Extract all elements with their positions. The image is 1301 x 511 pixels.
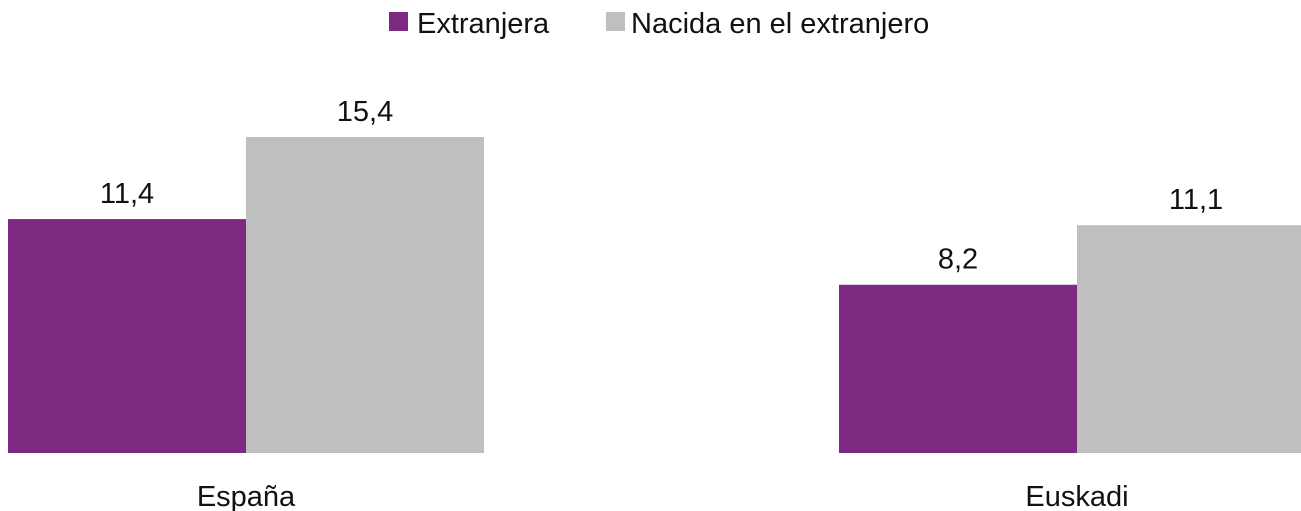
value-label: 11,1	[1169, 184, 1223, 216]
bar-nacida-extranjero-0	[246, 137, 484, 453]
bar-extranjera-0	[8, 219, 246, 453]
bars	[8, 137, 1301, 453]
legend: Extranjera Nacida en el extranjero	[389, 8, 929, 40]
legend-swatch	[606, 12, 625, 31]
category-labels: España Euskadi	[197, 481, 1129, 511]
category-label: Euskadi	[1025, 481, 1128, 511]
legend-swatch	[389, 12, 408, 31]
bar-nacida-extranjero-1	[1077, 225, 1301, 453]
value-label: 11,4	[100, 178, 154, 210]
value-label: 15,4	[337, 96, 393, 128]
value-label: 8,2	[938, 244, 978, 276]
bar-extranjera-1	[839, 284, 1077, 453]
category-label: España	[197, 481, 296, 511]
legend-label: Nacida en el extranjero	[631, 8, 929, 40]
legend-label: Extranjera	[417, 8, 550, 40]
value-labels: 11,4 15,4 8,2 11,1	[100, 96, 1223, 276]
